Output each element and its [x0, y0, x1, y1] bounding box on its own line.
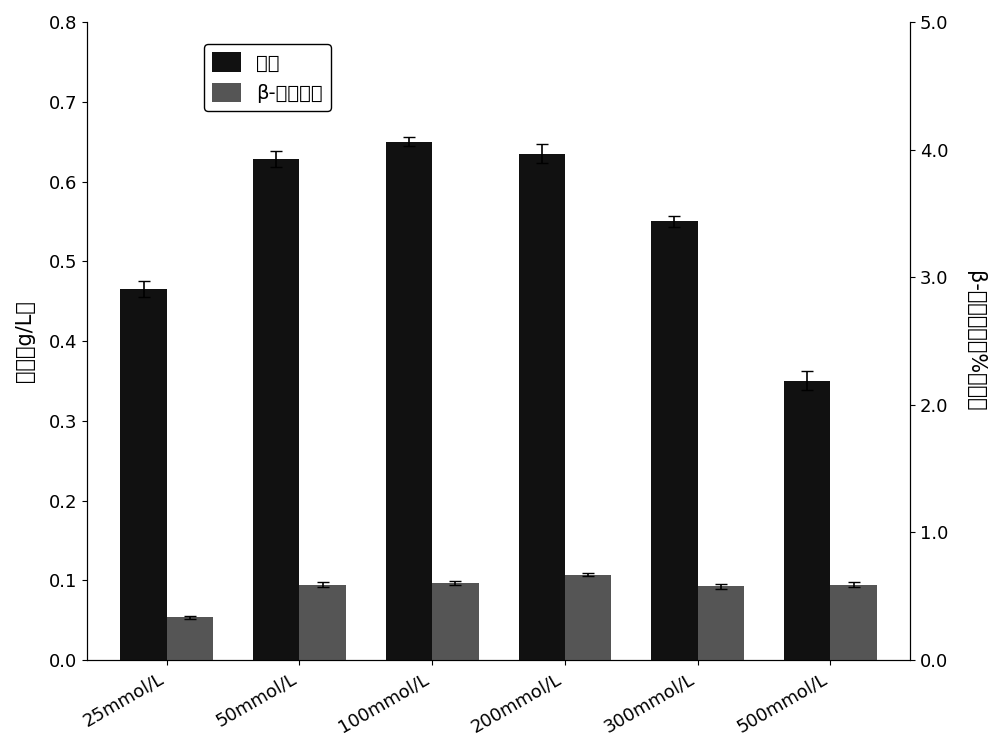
Y-axis label: β-胡萝卜素（%干重）: β-胡萝卜素（%干重） [965, 270, 985, 412]
Bar [253, 159, 299, 660]
Bar [519, 154, 565, 660]
Bar [698, 587, 744, 660]
Bar [432, 583, 479, 660]
Bar [299, 584, 346, 660]
Bar [651, 222, 698, 660]
Bar [167, 617, 213, 660]
Legend: 干重, β-胡萝卜素: 干重, β-胡萝卜素 [204, 44, 331, 111]
Bar [830, 584, 877, 660]
Bar [565, 575, 611, 660]
Bar [784, 381, 830, 660]
Bar [120, 289, 167, 660]
Bar [386, 142, 432, 660]
Y-axis label: 干重（g/L）: 干重（g/L） [15, 300, 35, 382]
